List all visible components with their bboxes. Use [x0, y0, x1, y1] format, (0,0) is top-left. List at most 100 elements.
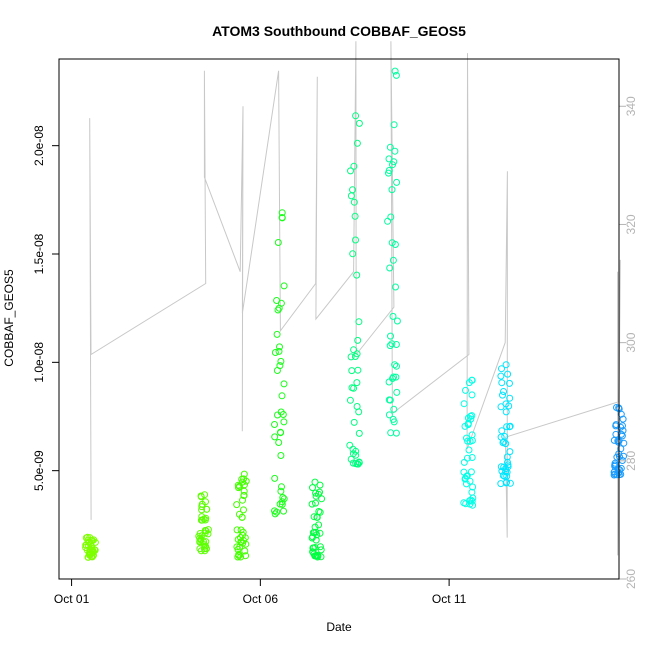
data-point	[506, 423, 514, 431]
data-point	[350, 384, 358, 392]
x-axis-label: Date	[326, 620, 352, 634]
y-tick-label: 1.5e-08	[32, 233, 46, 274]
y2-tick-label: 300	[624, 332, 638, 352]
data-point	[278, 392, 286, 400]
data-point	[388, 340, 396, 348]
data-point	[310, 513, 318, 521]
data-point	[347, 167, 354, 175]
x-tick-label: Oct 01	[54, 592, 90, 606]
data-point	[498, 365, 505, 373]
data-point	[278, 214, 286, 221]
data-point	[506, 379, 513, 387]
data-point	[504, 458, 511, 466]
data-point	[277, 357, 285, 365]
data-point	[202, 514, 210, 522]
data-point	[613, 453, 621, 461]
data-point	[240, 506, 247, 514]
data-point	[280, 282, 288, 290]
data-point	[391, 361, 399, 369]
data-point	[198, 506, 206, 514]
data-point	[271, 474, 279, 482]
data-point	[197, 516, 205, 524]
data-point	[347, 192, 355, 200]
data-point	[392, 373, 400, 381]
data-point	[384, 217, 392, 225]
data-point	[316, 529, 324, 537]
data-point	[84, 536, 92, 544]
data-point	[354, 336, 362, 344]
data-point	[349, 459, 357, 467]
data-point	[464, 437, 472, 445]
data-point	[280, 507, 287, 515]
data-point	[312, 552, 320, 560]
data-point	[353, 271, 361, 279]
data-point	[502, 468, 510, 476]
data-point	[500, 463, 508, 471]
data-point	[234, 481, 242, 489]
data-point	[318, 495, 326, 503]
data-point	[468, 437, 476, 444]
data-point	[239, 528, 247, 536]
data-point	[280, 418, 288, 426]
data-point	[389, 161, 396, 169]
data-point	[392, 71, 400, 79]
data-point	[468, 497, 476, 505]
data-point	[389, 312, 397, 320]
data-point	[271, 433, 279, 441]
data-point	[502, 440, 510, 448]
axes-layer: Oct 01 Oct 06 Oct 11 5.0e-09 1.0e-08 1.5e-08 2…	[32, 96, 638, 606]
y-tick-label: 1.0e-08	[32, 342, 46, 383]
data-point	[355, 318, 363, 326]
data-point	[497, 372, 505, 380]
data-point	[346, 396, 354, 404]
data-point	[280, 495, 288, 503]
data-point	[233, 501, 241, 509]
data-point	[353, 379, 361, 387]
data-point	[201, 541, 208, 549]
data-point	[274, 306, 282, 314]
data-point	[393, 317, 401, 325]
data-point	[350, 418, 358, 426]
y2-tick-label: 320	[624, 214, 638, 234]
data-point	[467, 496, 475, 504]
data-point	[464, 414, 472, 422]
data-point	[350, 162, 358, 170]
data-point	[233, 526, 241, 534]
data-point	[468, 488, 476, 496]
data-point	[390, 121, 398, 129]
data-point	[353, 403, 361, 410]
data-point	[317, 546, 325, 554]
data-point	[503, 453, 511, 461]
data-point	[315, 521, 323, 529]
data-point	[237, 538, 245, 546]
data-point	[352, 112, 360, 120]
data-point	[242, 552, 250, 560]
data-point	[386, 143, 394, 151]
data-point	[273, 330, 281, 338]
data-point	[503, 423, 511, 431]
data-point	[351, 212, 359, 220]
data-point	[352, 236, 359, 244]
data-point	[617, 470, 625, 478]
plot-frame	[58, 58, 620, 580]
data-point	[467, 468, 475, 476]
data-point	[277, 452, 285, 459]
data-point	[499, 391, 506, 399]
data-point	[392, 283, 399, 291]
data-point	[392, 429, 400, 437]
data-point	[271, 507, 278, 515]
data-point	[309, 484, 316, 492]
data-point	[385, 411, 393, 419]
data-point	[202, 545, 210, 552]
chart-title: ATOM3 Southbound COBBAF_GEOS5	[212, 23, 466, 39]
data-point	[198, 513, 206, 521]
data-point	[500, 388, 507, 395]
data-point	[235, 552, 243, 560]
data-point	[389, 375, 396, 382]
data-point	[389, 256, 397, 264]
data-point	[349, 445, 357, 453]
data-point	[277, 299, 285, 307]
data-point	[498, 379, 506, 387]
